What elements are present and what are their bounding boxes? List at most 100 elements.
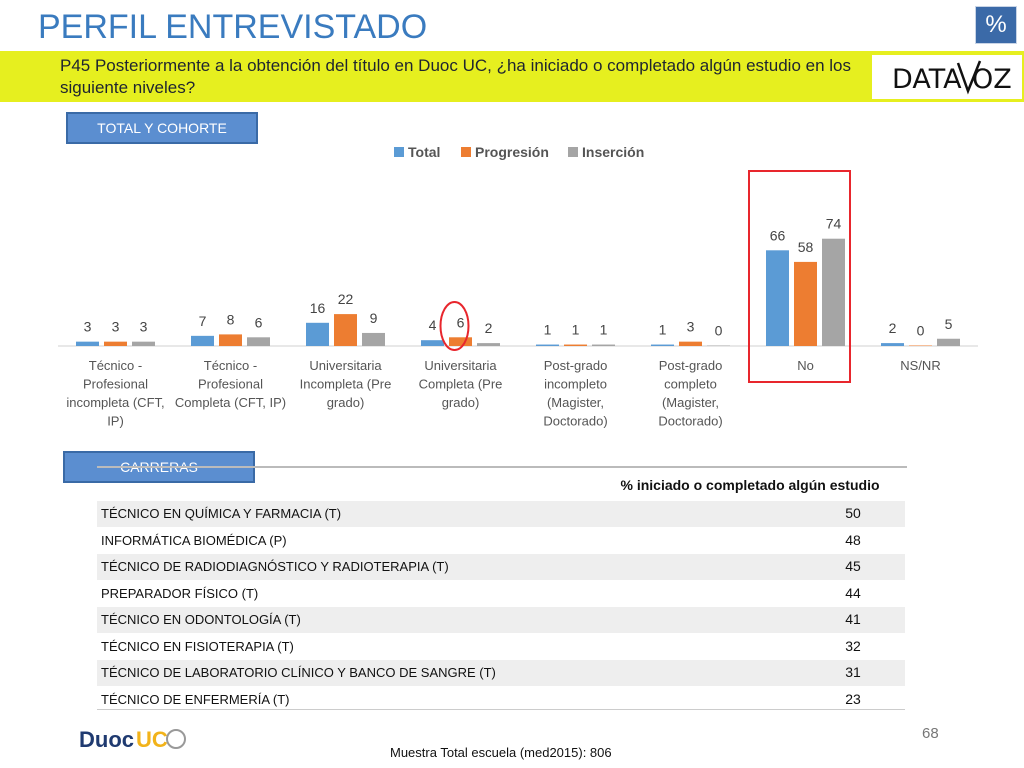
datavoz-logo-text: DATA <box>892 64 962 95</box>
table-row: TÉCNICO EN ODONTOLOGÍA (T) 41 <box>97 607 905 633</box>
datavoz-logo-oz: OZ <box>972 64 1012 95</box>
category-label-0-1: Profesional <box>83 377 148 392</box>
bar-1-2 <box>247 337 270 346</box>
data-label-6-2: 74 <box>826 216 842 232</box>
data-label-7-2: 5 <box>945 316 953 332</box>
data-label-5-1: 3 <box>687 319 695 335</box>
table-top-rule <box>97 466 907 468</box>
data-label-3-1: 6 <box>457 314 465 330</box>
data-label-5-0: 1 <box>659 322 667 338</box>
bar-0-2 <box>132 341 155 346</box>
career-name: TÉCNICO EN ODONTOLOGÍA (T) <box>101 612 301 627</box>
duoc-logo-text: Duoc <box>79 727 134 752</box>
legend-label-2: Inserción <box>582 144 644 160</box>
question-band <box>0 51 1024 102</box>
bar-7-1 <box>909 345 932 346</box>
legend-label-0: Total <box>408 144 440 160</box>
category-label-4-0: Post-grado <box>544 358 608 373</box>
category-label-4-2: (Magister, <box>547 395 604 410</box>
table-column-header: % iniciado o completado algún estudio <box>620 477 880 493</box>
category-label-5-1: completo <box>664 377 717 392</box>
bar-6-1 <box>794 261 817 346</box>
bar-6-2 <box>822 238 845 346</box>
career-value: 23 <box>845 690 861 707</box>
table-row: TÉCNICO EN QUÍMICA Y FARMACIA (T) 50 <box>97 501 905 527</box>
bar-2-0 <box>306 322 329 346</box>
question-text: P45 Posteriormente a la obtención del tí… <box>60 56 851 97</box>
category-label-5-0: Post-grado <box>659 358 723 373</box>
career-name: TÉCNICO EN FISIOTERAPIA (T) <box>101 638 294 654</box>
career-name: PREPARADOR FÍSICO (T) <box>101 585 259 601</box>
table-bottom-rule <box>97 709 905 710</box>
bar-3-1 <box>449 337 472 346</box>
data-label-5-2: 0 <box>715 323 723 339</box>
percent-badge: % <box>975 6 1017 44</box>
career-name: INFORMÁTICA BIOMÉDICA (P) <box>101 532 287 548</box>
category-label-4-1: incompleto <box>544 377 607 392</box>
bar-7-2 <box>937 338 960 346</box>
category-label-2-1: Incompleta (Pre <box>300 377 392 392</box>
data-label-1-0: 7 <box>199 313 207 329</box>
data-label-2-2: 9 <box>370 310 378 326</box>
career-value: 45 <box>845 558 861 574</box>
duoc-seal-icon <box>166 729 186 749</box>
career-value: 31 <box>845 664 861 680</box>
data-label-3-2: 2 <box>485 320 493 336</box>
data-label-6-0: 66 <box>770 227 786 243</box>
bar-0-0 <box>76 341 99 346</box>
data-label-6-1: 58 <box>798 239 814 255</box>
table-row: INFORMÁTICA BIOMÉDICA (P) 48 <box>97 528 905 554</box>
highlight-circle <box>439 301 470 351</box>
table-row: TÉCNICO DE ENFERMERÍA (T) 23 <box>97 687 905 713</box>
career-name: TÉCNICO DE LABORATORIO CLÍNICO Y BANCO D… <box>101 665 496 680</box>
data-label-3-0: 4 <box>429 317 437 333</box>
bar-3-0 <box>421 340 444 346</box>
category-label-3-0: Universitaria <box>424 358 497 373</box>
category-label-2-0: Universitaria <box>309 358 382 373</box>
duoc-logo-graphic: Duoc UC <box>79 727 186 752</box>
data-label-1-1: 8 <box>227 311 235 327</box>
legend-label-1: Progresión <box>475 144 549 160</box>
legend-swatch-0 <box>394 147 404 157</box>
table-row: PREPARADOR FÍSICO (T) 44 <box>97 581 905 607</box>
category-label-6-0: No <box>797 358 814 373</box>
bar-3-2 <box>477 343 500 346</box>
page-number: 68 <box>922 725 939 742</box>
category-label-5-3: Doctorado) <box>658 414 722 429</box>
bar-1-1 <box>219 334 242 346</box>
data-label-0-1: 3 <box>112 319 120 335</box>
bar-4-1 <box>564 344 587 346</box>
bar-4-2 <box>592 344 615 346</box>
bar-chart: Total Progresión Inserción 3 3 3 Técnico - Prof… <box>58 144 978 429</box>
bar-5-1 <box>679 341 702 346</box>
category-label-1-0: Técnico - <box>204 358 257 373</box>
duoc-logo-uc: UC <box>136 727 168 752</box>
career-value: 32 <box>845 637 861 654</box>
datavoz-logo: DATA OZ <box>872 55 1022 99</box>
bar-1-0 <box>191 335 214 346</box>
category-label-3-2: grado) <box>442 395 480 410</box>
category-label-1-2: Completa (CFT, IP) <box>175 395 286 410</box>
data-label-4-2: 1 <box>600 322 608 338</box>
duoc-logo: Duoc UC <box>75 724 187 754</box>
bar-2-1 <box>334 314 357 346</box>
category-label-0-0: Técnico - <box>89 358 142 373</box>
category-label-2-2: grado) <box>327 395 365 410</box>
career-value: 48 <box>845 531 861 548</box>
table-row: TÉCNICO EN FISIOTERAPIA (T) 32 <box>97 634 905 660</box>
data-label-7-0: 2 <box>889 320 897 336</box>
sample-note: Muestra Total escuela (med2015): 806 <box>390 745 612 760</box>
category-label-0-2: incompleta (CFT, <box>66 395 164 410</box>
bar-7-0 <box>881 343 904 346</box>
bar-5-2 <box>707 345 730 346</box>
bar-5-0 <box>651 344 674 346</box>
table-row: TÉCNICO DE LABORATORIO CLÍNICO Y BANCO D… <box>97 660 905 686</box>
data-label-7-1: 0 <box>917 323 925 339</box>
data-label-2-0: 16 <box>310 300 326 316</box>
data-label-0-2: 3 <box>140 319 148 335</box>
category-label-4-3: Doctorado) <box>543 414 607 429</box>
data-label-4-0: 1 <box>544 322 552 338</box>
bar-4-0 <box>536 344 559 346</box>
career-value: 44 <box>845 584 861 601</box>
bar-6-0 <box>766 250 789 346</box>
